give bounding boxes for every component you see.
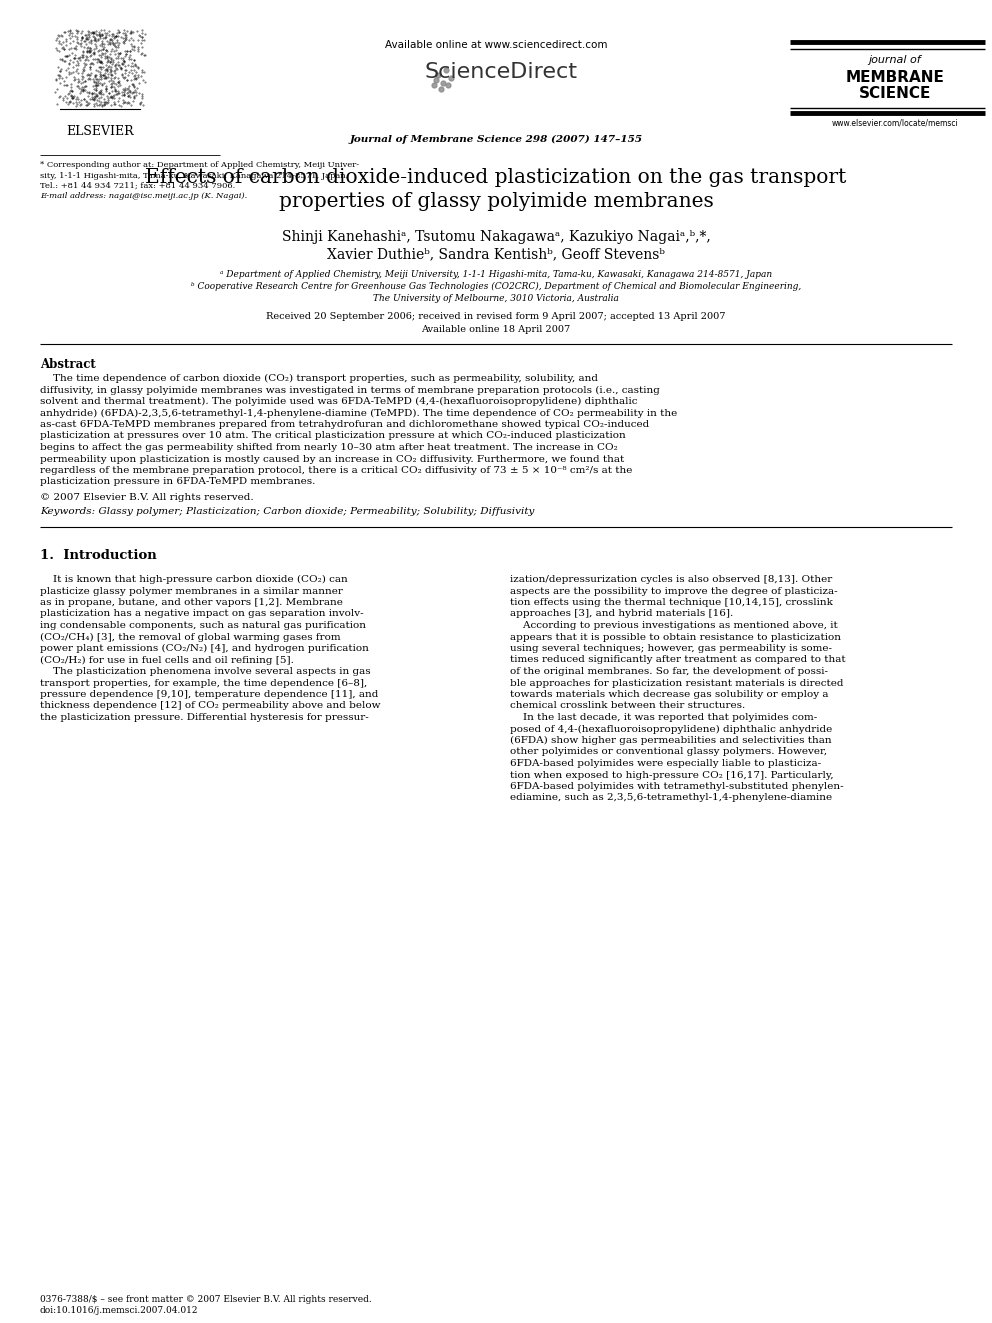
Text: (CO₂/H₂) for use in fuel cells and oil refining [5].: (CO₂/H₂) for use in fuel cells and oil r…: [40, 655, 294, 664]
Text: posed of 4,4-(hexafluoroisopropylidene) diphthalic anhydride: posed of 4,4-(hexafluoroisopropylidene) …: [510, 725, 832, 734]
Text: Effects of carbon dioxide-induced plasticization on the gas transport: Effects of carbon dioxide-induced plasti…: [145, 168, 847, 187]
Text: * Corresponding author at: Department of Applied Chemistry, Meiji Univer-: * Corresponding author at: Department of…: [40, 161, 359, 169]
Text: transport properties, for example, the time dependence [6–8],: transport properties, for example, the t…: [40, 679, 367, 688]
Text: 0376-7388/$ – see front matter © 2007 Elsevier B.V. All rights reserved.: 0376-7388/$ – see front matter © 2007 El…: [40, 1295, 372, 1304]
Text: © 2007 Elsevier B.V. All rights reserved.: © 2007 Elsevier B.V. All rights reserved…: [40, 493, 254, 501]
Text: The University of Melbourne, 3010 Victoria, Australia: The University of Melbourne, 3010 Victor…: [373, 294, 619, 303]
Text: Journal of Membrane Science 298 (2007) 147–155: Journal of Membrane Science 298 (2007) 1…: [349, 135, 643, 144]
Text: thickness dependence [12] of CO₂ permeability above and below: thickness dependence [12] of CO₂ permeab…: [40, 701, 381, 710]
Text: plasticization at pressures over 10 atm. The critical plasticization pressure at: plasticization at pressures over 10 atm.…: [40, 431, 626, 441]
Text: Tel.: +81 44 934 7211; fax: +81 44 934 7906.: Tel.: +81 44 934 7211; fax: +81 44 934 7…: [40, 183, 235, 191]
Text: plasticization has a negative impact on gas separation involv-: plasticization has a negative impact on …: [40, 610, 364, 618]
Text: SCIENCE: SCIENCE: [859, 86, 931, 101]
Text: times reduced significantly after treatment as compared to that: times reduced significantly after treatm…: [510, 655, 845, 664]
Text: as in propane, butane, and other vapors [1,2]. Membrane: as in propane, butane, and other vapors …: [40, 598, 343, 607]
Text: 1.  Introduction: 1. Introduction: [40, 549, 157, 562]
Text: tion effects using the thermal technique [10,14,15], crosslink: tion effects using the thermal technique…: [510, 598, 833, 607]
Text: sity, 1-1-1 Higashi-mita, Tama-ku, Kawasaki, Kanagawa 214-8571, Japan.: sity, 1-1-1 Higashi-mita, Tama-ku, Kawas…: [40, 172, 348, 180]
Text: the plasticization pressure. Differential hysteresis for pressur-: the plasticization pressure. Differentia…: [40, 713, 369, 722]
Text: ELSEVIER: ELSEVIER: [66, 124, 134, 138]
Text: Keywords:: Keywords:: [40, 507, 95, 516]
Text: pressure dependence [9,10], temperature dependence [11], and: pressure dependence [9,10], temperature …: [40, 691, 378, 699]
Text: Xavier Duthieᵇ, Sandra Kentishᵇ, Geoff Stevensᵇ: Xavier Duthieᵇ, Sandra Kentishᵇ, Geoff S…: [327, 247, 665, 261]
Text: 6FDA-based polyimides were especially liable to plasticiza-: 6FDA-based polyimides were especially li…: [510, 759, 821, 767]
Text: Received 20 September 2006; received in revised form 9 April 2007; accepted 13 A: Received 20 September 2006; received in …: [266, 312, 726, 321]
Text: anhydride) (6FDA)-2,3,5,6-tetramethyl-1,4-phenylene-diamine (TeMPD). The time de: anhydride) (6FDA)-2,3,5,6-tetramethyl-1,…: [40, 409, 678, 418]
Text: towards materials which decrease gas solubility or employ a: towards materials which decrease gas sol…: [510, 691, 828, 699]
Text: plasticize glassy polymer membranes in a similar manner: plasticize glassy polymer membranes in a…: [40, 586, 343, 595]
Text: diffusivity, in glassy polyimide membranes was investigated in terms of membrane: diffusivity, in glassy polyimide membran…: [40, 385, 660, 394]
Text: The plasticization phenomena involve several aspects in gas: The plasticization phenomena involve sev…: [40, 667, 371, 676]
Text: as-cast 6FDA-TeMPD membranes prepared from tetrahydrofuran and dichloromethane s: as-cast 6FDA-TeMPD membranes prepared fr…: [40, 419, 649, 429]
Text: According to previous investigations as mentioned above, it: According to previous investigations as …: [510, 620, 838, 630]
Text: permeability upon plasticization is mostly caused by an increase in CO₂ diffusiv: permeability upon plasticization is most…: [40, 455, 624, 463]
Text: ing condensable components, such as natural gas purification: ing condensable components, such as natu…: [40, 620, 366, 630]
Text: begins to affect the gas permeability shifted from nearly 10–30 atm after heat t: begins to affect the gas permeability sh…: [40, 443, 618, 452]
Text: Available online at www.sciencedirect.com: Available online at www.sciencedirect.co…: [385, 40, 607, 50]
Text: Glassy polymer; Plasticization; Carbon dioxide; Permeability; Solubility; Diffus: Glassy polymer; Plasticization; Carbon d…: [92, 507, 535, 516]
Text: In the last decade, it was reported that polyimides com-: In the last decade, it was reported that…: [510, 713, 817, 722]
Text: appears that it is possible to obtain resistance to plasticization: appears that it is possible to obtain re…: [510, 632, 841, 642]
Text: ᵇ Cooperative Research Centre for Greenhouse Gas Technologies (CO2CRC), Departme: ᵇ Cooperative Research Centre for Greenh…: [190, 282, 802, 291]
Text: Shinji Kanehashiᵃ, Tsutomu Nakagawaᵃ, Kazukiyo Nagaiᵃ,ᵇ,*,: Shinji Kanehashiᵃ, Tsutomu Nakagawaᵃ, Ka…: [282, 230, 710, 243]
Text: ization/depressurization cycles is also observed [8,13]. Other: ization/depressurization cycles is also …: [510, 576, 832, 583]
Text: E-mail address: nagai@isc.meiji.ac.jp (K. Nagai).: E-mail address: nagai@isc.meiji.ac.jp (K…: [40, 193, 247, 201]
Text: doi:10.1016/j.memsci.2007.04.012: doi:10.1016/j.memsci.2007.04.012: [40, 1306, 198, 1315]
Text: MEMBRANE: MEMBRANE: [845, 70, 944, 85]
Text: approaches [3], and hybrid materials [16].: approaches [3], and hybrid materials [16…: [510, 610, 733, 618]
Text: ScienceDirect: ScienceDirect: [425, 62, 577, 82]
Text: of the original membranes. So far, the development of possi-: of the original membranes. So far, the d…: [510, 667, 828, 676]
Text: power plant emissions (CO₂/N₂) [4], and hydrogen purification: power plant emissions (CO₂/N₂) [4], and …: [40, 644, 369, 654]
Text: It is known that high-pressure carbon dioxide (CO₂) can: It is known that high-pressure carbon di…: [40, 576, 348, 585]
Text: regardless of the membrane preparation protocol, there is a critical CO₂ diffusi: regardless of the membrane preparation p…: [40, 466, 632, 475]
Text: Available online 18 April 2007: Available online 18 April 2007: [422, 325, 570, 333]
Text: tion when exposed to high-pressure CO₂ [16,17]. Particularly,: tion when exposed to high-pressure CO₂ […: [510, 770, 833, 779]
Text: using several techniques; however, gas permeability is some-: using several techniques; however, gas p…: [510, 644, 832, 654]
Text: other polyimides or conventional glassy polymers. However,: other polyimides or conventional glassy …: [510, 747, 827, 757]
Text: ediamine, such as 2,3,5,6-tetramethyl-1,4-phenylene-diamine: ediamine, such as 2,3,5,6-tetramethyl-1,…: [510, 794, 832, 803]
Text: solvent and thermal treatment). The polyimide used was 6FDA-TeMPD (4,4-(hexafluo: solvent and thermal treatment). The poly…: [40, 397, 638, 406]
Text: The time dependence of carbon dioxide (CO₂) transport properties, such as permea: The time dependence of carbon dioxide (C…: [40, 374, 598, 384]
Text: journal of: journal of: [869, 56, 922, 65]
Text: ble approaches for plasticization resistant materials is directed: ble approaches for plasticization resist…: [510, 679, 843, 688]
Text: properties of glassy polyimide membranes: properties of glassy polyimide membranes: [279, 192, 713, 210]
Text: aspects are the possibility to improve the degree of plasticiza-: aspects are the possibility to improve t…: [510, 586, 837, 595]
Text: chemical crosslink between their structures.: chemical crosslink between their structu…: [510, 701, 745, 710]
Text: plasticization pressure in 6FDA-TeMPD membranes.: plasticization pressure in 6FDA-TeMPD me…: [40, 478, 315, 487]
Text: Abstract: Abstract: [40, 359, 96, 370]
Text: www.elsevier.com/locate/memsci: www.elsevier.com/locate/memsci: [831, 118, 958, 127]
Text: (6FDA) show higher gas permeabilities and selectivities than: (6FDA) show higher gas permeabilities an…: [510, 736, 831, 745]
Text: (CO₂/CH₄) [3], the removal of global warming gases from: (CO₂/CH₄) [3], the removal of global war…: [40, 632, 340, 642]
Text: 6FDA-based polyimides with tetramethyl-substituted phenylen-: 6FDA-based polyimides with tetramethyl-s…: [510, 782, 843, 791]
Text: ᵃ Department of Applied Chemistry, Meiji University, 1-1-1 Higashi-mita, Tama-ku: ᵃ Department of Applied Chemistry, Meiji…: [220, 270, 772, 279]
